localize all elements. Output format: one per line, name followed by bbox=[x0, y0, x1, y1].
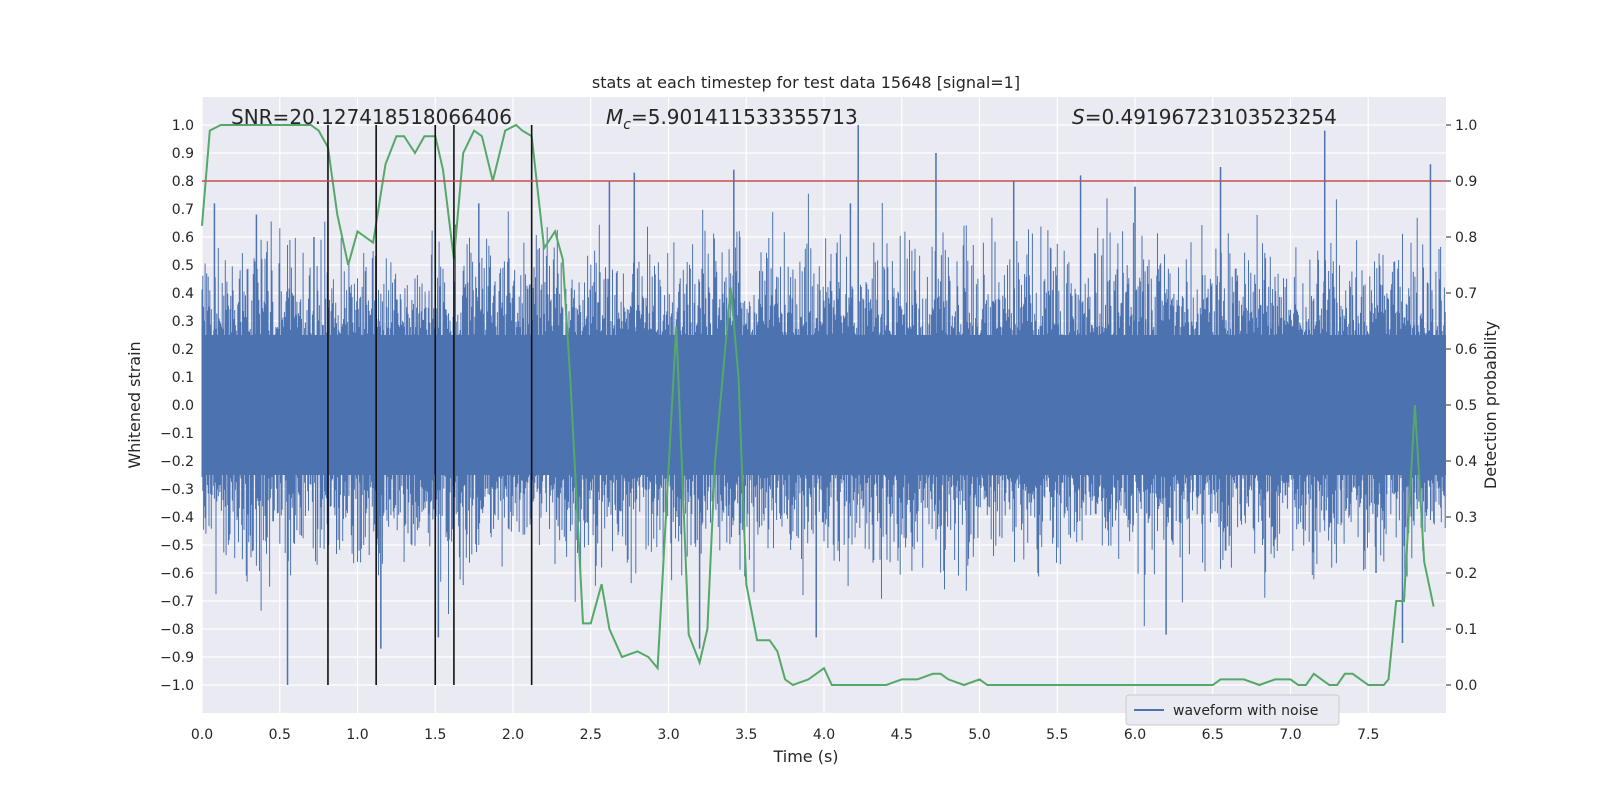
y-left-tick-label: −0.2 bbox=[160, 454, 194, 470]
y-left-tick-label: 0.1 bbox=[172, 370, 194, 386]
y-right-tick-label: 0.1 bbox=[1455, 622, 1477, 638]
x-tick-label: 5.5 bbox=[1046, 727, 1068, 743]
y-left-tick-label: −0.6 bbox=[160, 566, 194, 582]
s-variable: S bbox=[1072, 105, 1085, 129]
y-left-tick-label: 0.9 bbox=[172, 146, 194, 162]
y-left-tick-label: −0.9 bbox=[160, 650, 194, 666]
y-left-tick-label: −0.3 bbox=[160, 482, 194, 498]
x-tick-label: 2.5 bbox=[580, 727, 602, 743]
s-value: =0.49196723103523254 bbox=[1085, 105, 1337, 129]
y-right-tick-label: 0.6 bbox=[1455, 342, 1477, 358]
y-left-tick-label: 0.2 bbox=[172, 342, 194, 358]
y-right-tick-label: 0.2 bbox=[1455, 566, 1477, 582]
vertical-markers bbox=[327, 125, 533, 685]
y-right-tick-label: 0.9 bbox=[1455, 174, 1477, 190]
x-tick-label: 2.0 bbox=[502, 727, 524, 743]
waveform-noise bbox=[201, 193, 1446, 627]
y-left-tick-label: −0.5 bbox=[160, 538, 194, 554]
s-annotation: S=0.49196723103523254 bbox=[1072, 105, 1337, 129]
snr-value: 20.127418518066406 bbox=[289, 105, 512, 129]
mc-subscript: c bbox=[623, 117, 631, 133]
y-left-axis-label: Whitened strain bbox=[125, 341, 144, 468]
legend-waveform-label: waveform with noise bbox=[1173, 703, 1318, 719]
x-axis-label: Time (s) bbox=[772, 747, 838, 766]
y-right-tick-label: 0.4 bbox=[1455, 454, 1477, 470]
snr-prefix: SNR= bbox=[231, 105, 289, 129]
x-tick-label: 6.5 bbox=[1202, 727, 1224, 743]
x-tick-label: 3.5 bbox=[735, 727, 757, 743]
mc-annotation: Mc=5.901411533355713 bbox=[606, 105, 858, 133]
y-right-tick-label: 0.7 bbox=[1455, 286, 1477, 302]
y-left-tick-label: 0.6 bbox=[172, 230, 194, 246]
legend: waveform with noise bbox=[1125, 694, 1340, 726]
x-tick-label: 1.0 bbox=[346, 727, 368, 743]
y-left-tick-label: −0.1 bbox=[160, 426, 194, 442]
waveform-series bbox=[201, 125, 1446, 685]
x-tick-label: 0.0 bbox=[191, 727, 213, 743]
chart-title: stats at each timestep for test data 156… bbox=[592, 73, 1020, 92]
y-left-axis-ticks: −1.0 −0.9 −0.8 −0.7 −0.6 −0.5 −0.4 −0.3 −0.2 −0.1… bbox=[160, 118, 194, 694]
x-tick-label: 4.5 bbox=[891, 727, 913, 743]
y-left-tick-label: 0.3 bbox=[172, 314, 194, 330]
y-left-tick-label: 1.0 bbox=[172, 118, 194, 134]
y-left-tick-label: −0.4 bbox=[160, 510, 194, 526]
x-tick-label: 0.5 bbox=[269, 727, 291, 743]
y-right-tick-label: 0.8 bbox=[1455, 230, 1477, 246]
y-left-tick-label: −0.8 bbox=[160, 622, 194, 638]
x-tick-label: 7.0 bbox=[1279, 727, 1301, 743]
y-right-tick-label: 0.5 bbox=[1455, 398, 1477, 414]
y-right-tick-label: 0.0 bbox=[1455, 678, 1477, 694]
x-tick-label: 7.5 bbox=[1357, 727, 1379, 743]
y-left-tick-label: −1.0 bbox=[160, 678, 194, 694]
y-left-tick-label: 0.8 bbox=[172, 174, 194, 190]
y-left-tick-label: 0.0 bbox=[172, 398, 194, 414]
y-left-tick-label: 0.7 bbox=[172, 202, 194, 218]
x-tick-label: 5.0 bbox=[968, 727, 990, 743]
legend-box bbox=[1125, 694, 1340, 726]
x-tick-label: 4.0 bbox=[813, 727, 835, 743]
probability-series bbox=[201, 123, 1435, 687]
y-left-tick-label: 0.5 bbox=[172, 258, 194, 274]
mc-value: =5.901411533355713 bbox=[631, 105, 858, 129]
y-left-tick-label: −0.7 bbox=[160, 594, 194, 610]
y-right-tick-label: 0.3 bbox=[1455, 510, 1477, 526]
y-right-axis-ticks: 0.0 0.1 0.2 0.3 0.4 0.5 0.6 0.7 0.8 0.9 1.0 bbox=[1446, 118, 1477, 694]
x-tick-label: 1.5 bbox=[424, 727, 446, 743]
mc-variable: M bbox=[606, 105, 623, 129]
x-tick-label: 3.0 bbox=[657, 727, 679, 743]
x-axis-ticks: 0.0 0.5 1.0 1.5 2.0 2.5 3.0 3.5 4.0 4.5 5.0 5.5 6.0 6… bbox=[191, 727, 1380, 743]
y-right-tick-label: 1.0 bbox=[1455, 118, 1477, 134]
y-right-axis-label: Detection probability bbox=[1481, 321, 1500, 489]
probability-line bbox=[201, 123, 1435, 687]
snr-annotation: SNR=20.127418518066406 bbox=[231, 105, 512, 129]
x-tick-label: 6.0 bbox=[1124, 727, 1146, 743]
y-left-tick-label: 0.4 bbox=[172, 286, 194, 302]
